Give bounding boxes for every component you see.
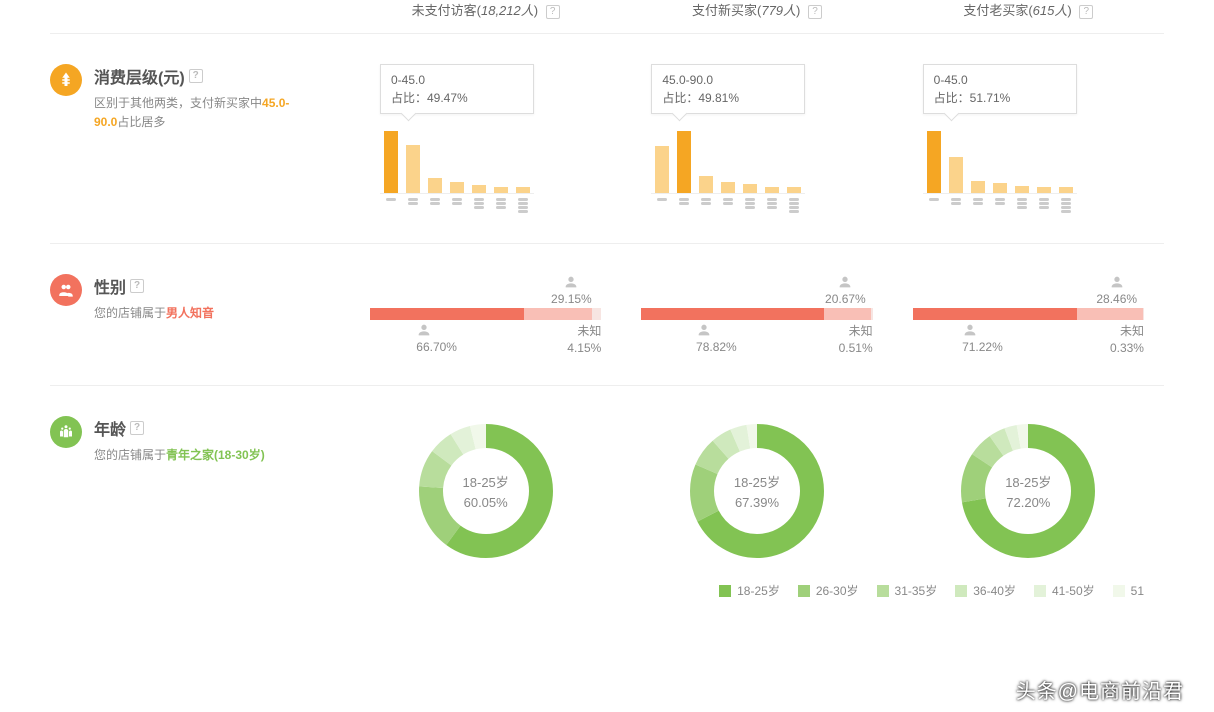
legend-item: 18-25岁: [719, 582, 780, 599]
help-icon[interactable]: ?: [808, 5, 822, 19]
coin-stack-icon: [973, 198, 983, 213]
bar: [655, 146, 669, 193]
age-legend: 18-25岁 26-30岁 31-35岁 36-40岁 41-50岁 51: [50, 572, 1164, 599]
unknown-label: 未知4.15%: [567, 322, 601, 355]
bar: [1037, 187, 1051, 193]
coin-stack-icon: [518, 198, 528, 213]
female-icon: 29.15%: [551, 274, 592, 306]
male-icon: 71.22%: [962, 322, 1003, 354]
bar: [765, 187, 779, 193]
coin-stack-icon: [701, 198, 711, 213]
consumption-title: 消费层级(元) ?: [94, 64, 294, 88]
bar-tooltip: 45.0-90.0占比：49.81%: [651, 64, 805, 114]
coin-stack-icon: [1017, 198, 1027, 213]
legend-item: 41-50岁: [1034, 582, 1095, 599]
gender-title: 性别 ?: [94, 274, 214, 298]
coin-stack-icon: [1039, 198, 1049, 213]
bar: [494, 187, 508, 193]
bar: [1015, 186, 1029, 193]
coin-stack-icon: [951, 198, 961, 213]
bar-tooltip: 0-45.0占比：49.47%: [380, 64, 534, 114]
row-age: 年龄 ? 您的店铺属于青年之家(18-30岁) 18-25岁60.05% 18-2…: [50, 385, 1164, 572]
coin-stack-icon: [679, 198, 689, 213]
bar: [406, 145, 420, 193]
age-desc: 您的店铺属于青年之家(18-30岁): [94, 446, 265, 465]
age-donut: 18-25岁60.05%: [350, 416, 621, 566]
donut-center: 18-25岁60.05%: [411, 416, 561, 566]
row-gender: 性别 ? 您的店铺属于男人知音 29.15% 66.70% 未知4.15% 20…: [50, 243, 1164, 385]
yen-icon: [50, 64, 82, 96]
bar: [927, 131, 941, 193]
gender-bar: [913, 308, 1144, 320]
bar: [384, 131, 398, 193]
consumption-desc: 区别于其他两类，支付新买家中45.0-90.0占比居多: [94, 94, 294, 132]
bar: [1059, 187, 1073, 193]
bar: [949, 157, 963, 193]
consumption-chart: 0-45.0占比：49.47%: [350, 64, 621, 213]
coin-stack-icon: [929, 198, 939, 213]
gender-chart: 29.15% 66.70% 未知4.15%: [350, 274, 621, 355]
bar: [743, 184, 757, 193]
bar: [472, 185, 486, 193]
unknown-label: 未知0.51%: [839, 322, 873, 355]
bar: [677, 131, 691, 193]
people-icon: [50, 274, 82, 306]
help-icon[interactable]: ?: [189, 69, 203, 83]
help-icon[interactable]: ?: [1079, 5, 1093, 19]
column-headers: 未支付访客(18,212人) ? 支付新买家(779人) ? 支付老买家(615…: [50, 0, 1164, 34]
bar: [787, 187, 801, 193]
bar: [971, 181, 985, 193]
legend-item: 51: [1113, 582, 1144, 599]
coin-stack-icon: [995, 198, 1005, 213]
female-icon: 28.46%: [1096, 274, 1137, 306]
coin-stack-icon: [767, 198, 777, 213]
male-icon: 78.82%: [696, 322, 737, 354]
bar: [428, 178, 442, 193]
donut-center: 18-25岁72.20%: [953, 416, 1103, 566]
bar: [993, 183, 1007, 193]
unknown-label: 未知0.33%: [1110, 322, 1144, 355]
female-icon: 20.67%: [825, 274, 866, 306]
age-donut: 18-25岁72.20%: [893, 416, 1164, 566]
coin-stack-icon: [452, 198, 462, 213]
donut-center: 18-25岁67.39%: [682, 416, 832, 566]
coin-stack-icon: [657, 198, 667, 213]
bar: [450, 182, 464, 193]
col-header-repeat-buyer: 支付老买家(615人) ?: [893, 0, 1164, 19]
col-header-unpaid: 未支付访客(18,212人) ?: [350, 0, 621, 19]
legend-item: 26-30岁: [798, 582, 859, 599]
gender-chart: 20.67% 78.82% 未知0.51%: [621, 274, 892, 355]
coin-stack-icon: [723, 198, 733, 213]
family-icon: [50, 416, 82, 448]
bar: [721, 182, 735, 193]
help-icon[interactable]: ?: [130, 421, 144, 435]
help-icon[interactable]: ?: [546, 5, 560, 19]
row-consumption: 消费层级(元) ? 区别于其他两类，支付新买家中45.0-90.0占比居多 0-…: [50, 54, 1164, 243]
gender-bar: [641, 308, 872, 320]
consumption-chart: 45.0-90.0占比：49.81%: [621, 64, 892, 213]
legend-item: 31-35岁: [877, 582, 938, 599]
gender-bar: [370, 308, 601, 320]
coin-stack-icon: [386, 198, 396, 213]
bar-tooltip: 0-45.0占比：51.71%: [923, 64, 1077, 114]
col-header-new-buyer: 支付新买家(779人) ?: [621, 0, 892, 19]
bar: [699, 176, 713, 193]
coin-stack-icon: [789, 198, 799, 213]
age-title: 年龄 ?: [94, 416, 265, 440]
help-icon[interactable]: ?: [130, 279, 144, 293]
male-icon: 66.70%: [416, 322, 457, 354]
coin-stack-icon: [430, 198, 440, 213]
gender-chart: 28.46% 71.22% 未知0.33%: [893, 274, 1164, 355]
coin-stack-icon: [474, 198, 484, 213]
coin-stack-icon: [1061, 198, 1071, 213]
legend-item: 36-40岁: [955, 582, 1016, 599]
gender-desc: 您的店铺属于男人知音: [94, 304, 214, 323]
coin-stack-icon: [745, 198, 755, 213]
age-donut: 18-25岁67.39%: [621, 416, 892, 566]
watermark: 头条@电商前沿君: [1016, 675, 1184, 704]
consumption-chart: 0-45.0占比：51.71%: [893, 64, 1164, 213]
coin-stack-icon: [408, 198, 418, 213]
bar: [516, 187, 530, 193]
coin-stack-icon: [496, 198, 506, 213]
